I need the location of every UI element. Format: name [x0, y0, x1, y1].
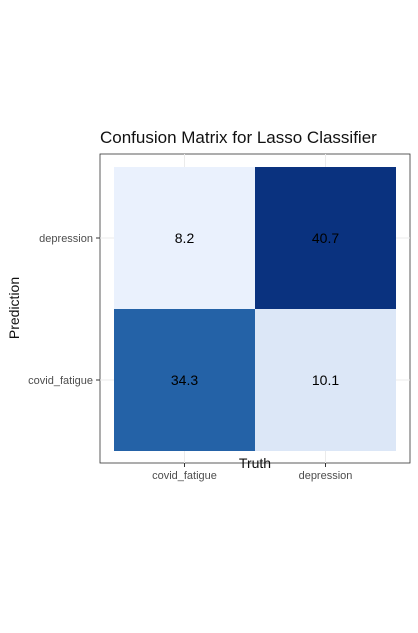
- cell-value-label: 10.1: [312, 372, 339, 388]
- heatmap-cells: [114, 167, 396, 451]
- chart-title: Confusion Matrix for Lasso Classifier: [100, 128, 377, 147]
- heatmap-cell: [255, 167, 396, 309]
- cell-value-label: 40.7: [312, 230, 339, 246]
- cell-value-labels: 8.2 40.7 34.3 10.1: [171, 230, 339, 388]
- x-tick-label: covid_fatigue: [152, 470, 217, 482]
- y-tick-label: depression: [39, 233, 93, 245]
- cell-value-label: 8.2: [175, 230, 195, 246]
- heatmap-cell: [114, 309, 255, 451]
- x-axis-ticks: covid_fatigue depression: [152, 463, 352, 482]
- cell-value-label: 34.3: [171, 372, 198, 388]
- y-tick-label: covid_fatigue: [28, 375, 93, 387]
- heatmap-cell: [114, 167, 255, 309]
- heatmap-cell: [255, 309, 396, 451]
- y-axis-ticks: depression covid_fatigue: [28, 233, 100, 387]
- x-axis-title: Truth: [239, 455, 271, 471]
- x-tick-label: depression: [299, 470, 353, 482]
- y-axis-title: Prediction: [6, 277, 22, 339]
